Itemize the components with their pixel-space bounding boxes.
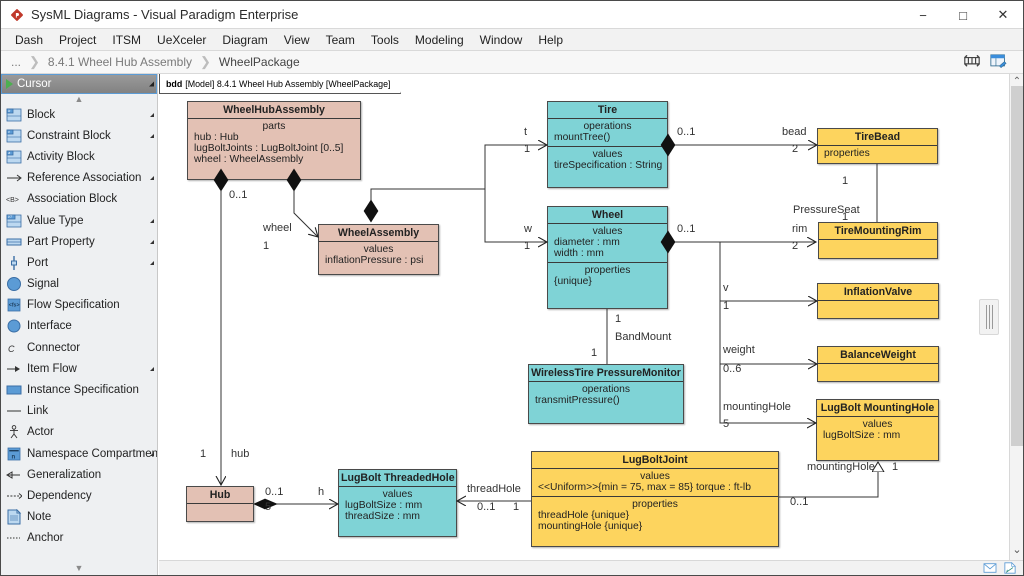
- svg-text:mountingHole: mountingHole: [723, 401, 791, 413]
- svg-text:1: 1: [892, 461, 898, 473]
- svg-text:wheel: wheel: [262, 222, 292, 234]
- svg-text:5: 5: [265, 501, 271, 513]
- svg-text:hub: hub: [231, 448, 249, 460]
- svg-text:v: v: [723, 282, 729, 294]
- svg-text:bead: bead: [782, 126, 806, 138]
- svg-text:rim: rim: [792, 223, 807, 235]
- svg-text:C: C: [8, 344, 15, 354]
- svg-text:1: 1: [842, 211, 848, 223]
- svg-text:0..1: 0..1: [477, 501, 495, 513]
- svg-text:mountingHole: mountingHole: [807, 461, 875, 473]
- svg-text:w: w: [523, 223, 532, 235]
- svg-text:<B>: <B>: [6, 197, 19, 204]
- svg-text:1: 1: [723, 300, 729, 312]
- svg-text:weight: weight: [722, 344, 755, 356]
- svg-text:c: c: [8, 130, 10, 134]
- svg-text:a: a: [8, 151, 10, 155]
- svg-text:2: 2: [792, 143, 798, 155]
- svg-text:h: h: [318, 486, 324, 498]
- svg-text:1: 1: [842, 175, 848, 187]
- svg-text:1: 1: [513, 501, 519, 513]
- svg-text:0..6: 0..6: [723, 363, 741, 375]
- svg-text:t: t: [524, 126, 527, 138]
- svg-text:1: 1: [524, 240, 530, 252]
- svg-text:b: b: [8, 109, 10, 113]
- svg-text:n: n: [12, 454, 16, 460]
- svg-text:0..1: 0..1: [265, 486, 283, 498]
- svg-text:1: 1: [524, 143, 530, 155]
- svg-text:1: 1: [591, 347, 597, 359]
- svg-text:0..1: 0..1: [677, 223, 695, 235]
- svg-text:2: 2: [792, 240, 798, 252]
- svg-text:1: 1: [200, 448, 206, 460]
- svg-text:PressureSeat: PressureSeat: [793, 204, 860, 216]
- svg-text:0..1: 0..1: [790, 496, 808, 508]
- svg-text:5: 5: [723, 418, 729, 430]
- svg-text:<fs>: <fs>: [9, 303, 20, 309]
- svg-text:1: 1: [615, 313, 621, 325]
- svg-text:0..1: 0..1: [677, 126, 695, 138]
- svg-text:0..1: 0..1: [229, 189, 247, 201]
- svg-text:1: 1: [263, 240, 269, 252]
- svg-text:BandMount: BandMount: [615, 331, 671, 343]
- svg-text:threadHole: threadHole: [467, 483, 521, 495]
